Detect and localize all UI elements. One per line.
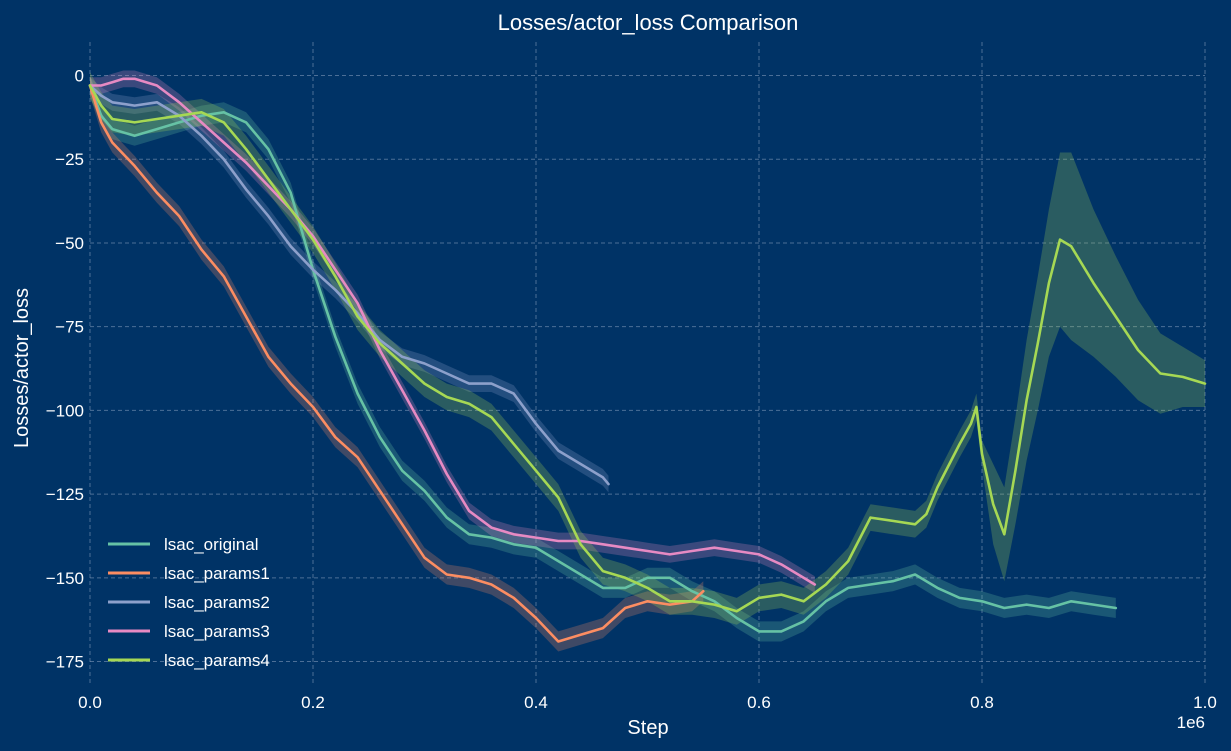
grid [89, 42, 1206, 685]
x-axis-label: Step [627, 717, 668, 739]
axes: 0.0 0.2 0.4 0.6 0.8 1.0 0 −25 −50 −75 −100 −125 −150… [46, 66, 1217, 712]
line-lsac_original [88, 84, 1118, 633]
x-tick-label: 0.4 [524, 693, 548, 712]
y-tick-label: −50 [55, 234, 84, 253]
line-lsac_params4 [88, 84, 1207, 613]
y-tick-label: −175 [46, 653, 84, 672]
y-tick-label: −150 [46, 569, 84, 588]
y-axis-label: Losses/actor_loss [11, 288, 33, 448]
legend-label: lsac_params4 [164, 651, 270, 670]
series-lines [88, 77, 1207, 643]
line-lsac_params1 [88, 84, 705, 643]
x-offset-label: 1e6 [1177, 713, 1205, 732]
chart-title: Losses/actor_loss Comparison [498, 10, 799, 35]
line-lsac_params3 [88, 77, 817, 586]
y-tick-label: 0 [75, 66, 84, 85]
y-tick-label: −75 [55, 318, 84, 337]
x-tick-label: 0.8 [970, 693, 994, 712]
x-tick-label: 1.0 [1193, 693, 1217, 712]
legend-label: lsac_params3 [164, 622, 270, 641]
y-tick-label: −25 [55, 150, 84, 169]
confidence-bands [90, 70, 1205, 652]
band-lsac_params2 [90, 77, 609, 493]
legend-label: lsac_params2 [164, 593, 270, 612]
x-tick-label: 0.2 [301, 693, 325, 712]
line-lsac_params2 [88, 84, 610, 486]
x-tick-label: 0.6 [747, 693, 771, 712]
band-lsac_params3 [90, 70, 815, 593]
y-tick-label: −100 [46, 401, 84, 420]
legend-label: lsac_params1 [164, 564, 270, 583]
legend: lsac_original lsac_params1 lsac_params2lsa… [108, 535, 270, 670]
y-tick-label: −125 [46, 485, 84, 504]
x-tick-label: 0.0 [78, 693, 102, 712]
band-lsac_params1 [90, 75, 704, 652]
legend-label: lsac_original [164, 535, 259, 554]
